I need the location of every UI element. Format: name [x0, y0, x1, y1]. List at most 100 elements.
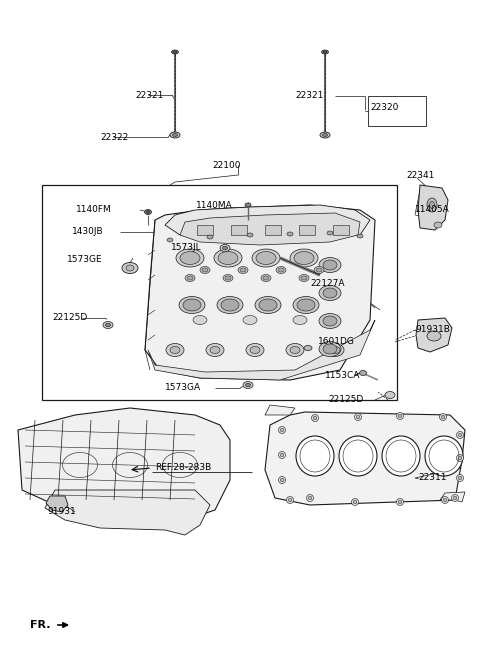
Ellipse shape — [206, 344, 224, 357]
Ellipse shape — [294, 252, 314, 265]
Polygon shape — [440, 492, 465, 502]
Ellipse shape — [339, 436, 377, 476]
Ellipse shape — [223, 246, 228, 250]
Ellipse shape — [288, 498, 292, 502]
Ellipse shape — [223, 275, 233, 281]
Ellipse shape — [396, 499, 404, 505]
Text: 22125D: 22125D — [328, 396, 363, 405]
Ellipse shape — [301, 276, 307, 280]
Bar — [368, 96, 426, 126]
Text: 1573GA: 1573GA — [165, 384, 201, 392]
Ellipse shape — [276, 267, 286, 273]
Ellipse shape — [319, 258, 341, 273]
Ellipse shape — [245, 383, 251, 387]
Ellipse shape — [356, 415, 360, 419]
Ellipse shape — [221, 299, 239, 311]
Text: 1573JL: 1573JL — [171, 244, 202, 252]
Text: 1140MA: 1140MA — [196, 200, 233, 210]
Ellipse shape — [240, 268, 246, 272]
Ellipse shape — [396, 413, 404, 420]
Ellipse shape — [263, 276, 269, 280]
Ellipse shape — [183, 299, 201, 311]
Ellipse shape — [427, 331, 441, 341]
Ellipse shape — [278, 451, 286, 459]
Ellipse shape — [312, 415, 319, 422]
Ellipse shape — [452, 495, 458, 501]
Ellipse shape — [330, 346, 340, 353]
Text: 22341: 22341 — [406, 171, 434, 179]
Ellipse shape — [293, 315, 307, 325]
Ellipse shape — [243, 315, 257, 325]
Text: 1140FM: 1140FM — [76, 206, 112, 214]
Ellipse shape — [180, 252, 200, 265]
Polygon shape — [418, 185, 448, 230]
Ellipse shape — [280, 428, 284, 432]
Ellipse shape — [146, 210, 150, 214]
Ellipse shape — [245, 203, 251, 207]
Ellipse shape — [360, 371, 367, 376]
Ellipse shape — [323, 316, 337, 326]
Text: REF.28-283B: REF.28-283B — [155, 463, 211, 472]
Ellipse shape — [304, 346, 312, 350]
Ellipse shape — [278, 426, 286, 434]
Text: 22321: 22321 — [295, 91, 324, 99]
Polygon shape — [165, 205, 370, 240]
Text: 22125D: 22125D — [52, 313, 87, 323]
Ellipse shape — [357, 234, 363, 238]
Ellipse shape — [280, 478, 284, 482]
Ellipse shape — [456, 455, 464, 461]
Text: 91931B: 91931B — [415, 325, 450, 334]
Ellipse shape — [144, 210, 152, 214]
Ellipse shape — [220, 244, 230, 252]
Ellipse shape — [246, 344, 264, 357]
Ellipse shape — [326, 344, 344, 357]
Text: 22320: 22320 — [370, 104, 398, 112]
Text: 1601DG: 1601DG — [318, 338, 355, 346]
Text: 1153CA: 1153CA — [325, 371, 360, 380]
Ellipse shape — [320, 132, 330, 138]
Text: 22321: 22321 — [135, 91, 163, 99]
Text: 22100: 22100 — [212, 160, 240, 170]
Polygon shape — [45, 490, 210, 535]
Ellipse shape — [172, 133, 178, 137]
Ellipse shape — [247, 233, 253, 237]
Ellipse shape — [307, 495, 313, 501]
Ellipse shape — [443, 498, 447, 502]
Ellipse shape — [193, 315, 207, 325]
Text: 22322: 22322 — [100, 133, 128, 141]
Ellipse shape — [297, 299, 315, 311]
Ellipse shape — [259, 299, 277, 311]
Ellipse shape — [313, 417, 317, 420]
Ellipse shape — [218, 252, 238, 265]
Bar — [197, 225, 213, 235]
Polygon shape — [265, 405, 295, 415]
Bar — [333, 225, 349, 235]
Ellipse shape — [458, 433, 462, 437]
Ellipse shape — [427, 198, 437, 212]
Ellipse shape — [207, 235, 213, 239]
Ellipse shape — [250, 346, 260, 353]
Text: 22311: 22311 — [418, 474, 446, 482]
Ellipse shape — [453, 496, 457, 500]
Ellipse shape — [255, 296, 281, 313]
Bar — [231, 225, 247, 235]
Ellipse shape — [316, 268, 322, 272]
Ellipse shape — [103, 321, 113, 328]
Ellipse shape — [238, 267, 248, 273]
Bar — [42, 185, 397, 400]
Ellipse shape — [287, 232, 293, 236]
Ellipse shape — [314, 267, 324, 273]
Ellipse shape — [456, 474, 464, 482]
Ellipse shape — [319, 286, 341, 300]
Text: 22127A: 22127A — [310, 279, 345, 288]
Ellipse shape — [278, 268, 284, 272]
Ellipse shape — [179, 296, 205, 313]
Text: 1430JB: 1430JB — [72, 227, 104, 237]
Ellipse shape — [210, 346, 220, 353]
Ellipse shape — [187, 276, 193, 280]
Ellipse shape — [458, 476, 462, 480]
Polygon shape — [148, 320, 375, 380]
Ellipse shape — [225, 276, 231, 280]
Ellipse shape — [214, 249, 242, 267]
Text: 91931: 91931 — [47, 507, 76, 516]
